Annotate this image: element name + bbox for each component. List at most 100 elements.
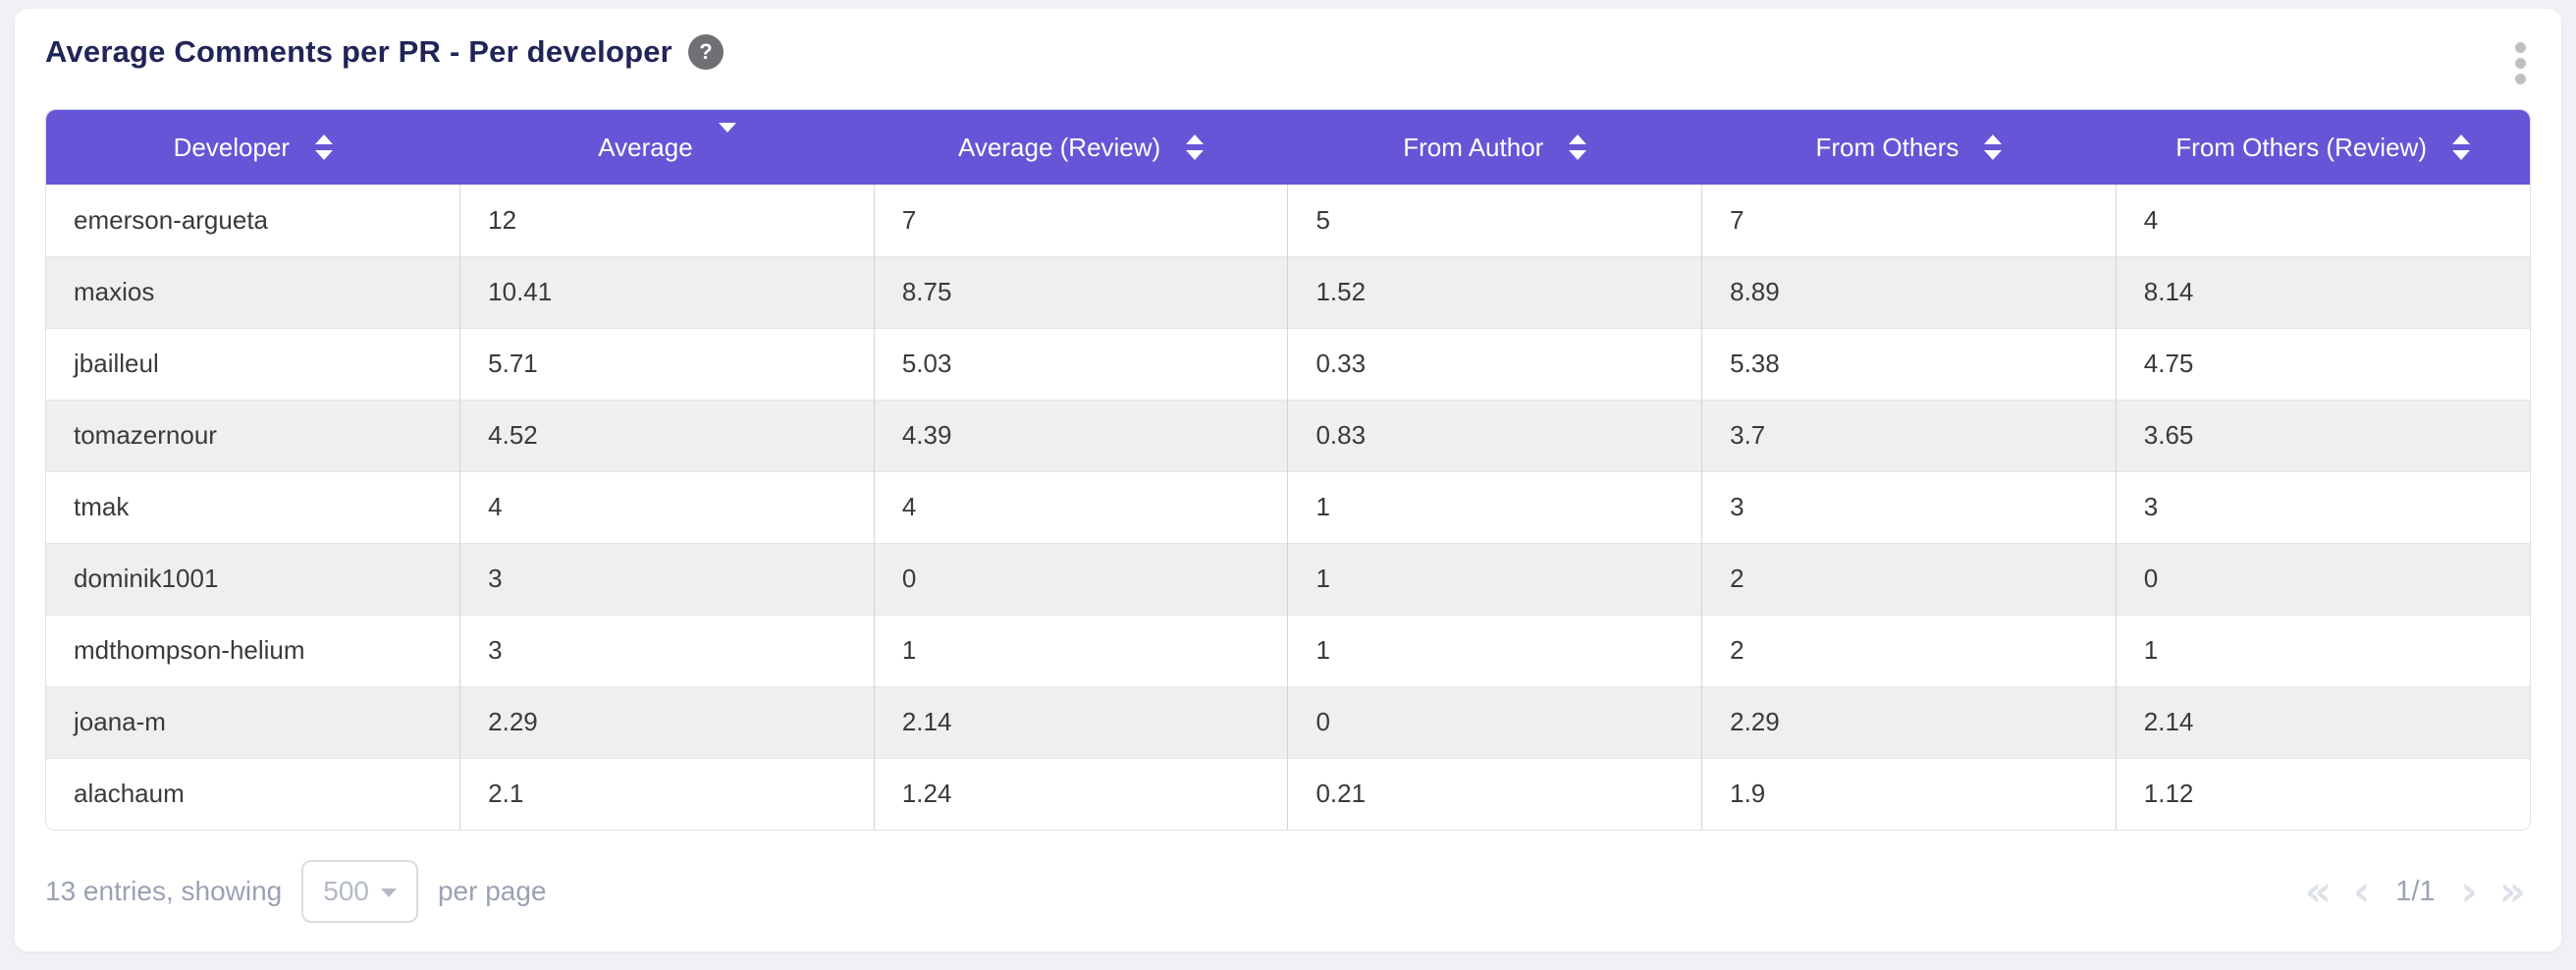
cell-from-others: 2.29 — [1701, 685, 2117, 758]
data-table: Developer Average Average (Review) — [45, 109, 2531, 831]
cell-developer: dominik1001 — [46, 542, 460, 615]
cell-developer: maxios — [46, 255, 460, 328]
cell-average: 3 — [459, 614, 875, 686]
table-row: tomazernour 4.52 4.39 0.83 3.7 3.65 — [46, 399, 2530, 471]
cell-average-review: 0 — [873, 542, 1288, 615]
card-header: Average Comments per PR - Per developer … — [15, 9, 2561, 109]
cell-from-others: 8.89 — [1701, 255, 2117, 328]
cell-from-others: 2 — [1701, 542, 2117, 615]
cell-from-author: 5 — [1287, 185, 1702, 256]
cell-developer: emerson-argueta — [46, 185, 460, 256]
sort-icon — [1569, 135, 1587, 160]
cell-from-others: 7 — [1701, 185, 2117, 256]
cell-from-author: 1.52 — [1287, 255, 1702, 328]
cell-developer: jbailleul — [46, 327, 460, 400]
sort-icon — [1186, 135, 1205, 160]
table-row: jbailleul 5.71 5.03 0.33 5.38 4.75 — [46, 327, 2530, 400]
cell-average: 4.52 — [459, 399, 875, 471]
cell-average: 5.71 — [459, 327, 875, 400]
cell-developer: tomazernour — [46, 399, 460, 471]
table-row: joana-m 2.29 2.14 0 2.29 2.14 — [46, 685, 2530, 758]
column-header-from-others[interactable]: From Others — [1701, 110, 2117, 185]
column-header-average[interactable]: Average — [459, 110, 875, 185]
column-header-average-review[interactable]: Average (Review) — [874, 110, 1288, 185]
page-title: Average Comments per PR - Per developer — [45, 34, 672, 69]
cell-from-author: 0.33 — [1287, 327, 1702, 400]
next-page-button[interactable]: › — [2460, 867, 2478, 915]
previous-page-button[interactable]: ‹ — [2352, 867, 2371, 915]
table-body: emerson-argueta 12 7 5 7 4 maxios 10.41 … — [46, 185, 2530, 830]
cell-from-others: 3.7 — [1701, 399, 2117, 471]
widget-card: Average Comments per PR - Per developer … — [14, 8, 2562, 952]
entries-count-label: 13 entries, showing — [45, 876, 283, 906]
cell-from-author: 0 — [1287, 685, 1702, 758]
cell-average: 12 — [459, 185, 875, 256]
cell-average-review: 4.39 — [873, 399, 1288, 471]
page-indicator: 1/1 — [2395, 875, 2436, 907]
cell-from-author: 1 — [1287, 470, 1702, 543]
cell-from-author: 1 — [1287, 614, 1702, 686]
cell-from-others-review: 8.14 — [2115, 255, 2530, 328]
table-header: Developer Average Average (Review) — [46, 110, 2530, 185]
sort-desc-icon — [718, 122, 736, 163]
cell-from-others-review: 1 — [2115, 614, 2530, 686]
column-label: From Others (Review) — [2175, 132, 2427, 162]
cell-from-others-review: 3.65 — [2115, 399, 2530, 471]
column-label: From Author — [1403, 132, 1544, 162]
cell-from-others: 2 — [1701, 614, 2117, 686]
cell-average-review: 2.14 — [873, 685, 1288, 758]
cell-average: 10.41 — [459, 255, 875, 328]
cell-from-others-review: 2.14 — [2115, 685, 2530, 758]
help-icon[interactable]: ? — [687, 34, 724, 70]
table-row: emerson-argueta 12 7 5 7 4 — [46, 185, 2530, 256]
cell-average: 2.1 — [459, 757, 875, 830]
column-label: Average (Review) — [958, 132, 1161, 162]
column-label: Developer — [173, 132, 291, 162]
cell-average-review: 1.24 — [873, 757, 1288, 830]
cell-from-author: 0.21 — [1287, 757, 1702, 830]
table-row: maxios 10.41 8.75 1.52 8.89 8.14 — [46, 255, 2530, 328]
cell-from-others-review: 4.75 — [2115, 327, 2530, 400]
cell-average: 3 — [459, 542, 875, 615]
cell-developer: tmak — [46, 470, 460, 543]
chevron-down-icon — [380, 889, 397, 897]
cell-from-author: 1 — [1287, 542, 1702, 615]
column-header-from-author[interactable]: From Author — [1287, 110, 1702, 185]
column-label: From Others — [1815, 132, 1959, 162]
table-row: alachaum 2.1 1.24 0.21 1.9 1.12 — [46, 757, 2530, 830]
cell-average: 2.29 — [459, 685, 875, 758]
table-row: dominik1001 3 0 1 2 0 — [46, 542, 2530, 615]
cell-average-review: 5.03 — [873, 327, 1288, 400]
table-row: mdthompson-helium 3 1 1 2 1 — [46, 614, 2530, 686]
column-header-developer[interactable]: Developer — [46, 110, 460, 185]
column-header-from-others-review[interactable]: From Others (Review) — [2116, 110, 2530, 185]
kebab-menu-icon[interactable] — [2509, 36, 2532, 90]
cell-from-others: 3 — [1701, 470, 2117, 543]
cell-developer: alachaum — [46, 757, 460, 830]
page-size-dropdown[interactable]: 500 — [301, 860, 418, 923]
column-label: Average — [598, 132, 693, 162]
page-size-value: 500 — [323, 876, 369, 906]
cell-from-others-review: 3 — [2115, 470, 2530, 543]
cell-average-review: 7 — [873, 185, 1288, 256]
cell-average-review: 1 — [873, 614, 1288, 686]
cell-from-others: 5.38 — [1701, 327, 2117, 400]
cell-average: 4 — [459, 470, 875, 543]
cell-average-review: 8.75 — [873, 255, 1288, 328]
cell-from-others-review: 4 — [2115, 185, 2530, 256]
table-row: tmak 4 4 1 3 3 — [46, 470, 2530, 543]
sort-icon — [1984, 135, 2003, 160]
cell-from-others-review: 1.12 — [2115, 757, 2530, 830]
first-page-button[interactable]: « — [2304, 867, 2332, 915]
cell-from-others-review: 0 — [2115, 542, 2530, 615]
cell-average-review: 4 — [873, 470, 1288, 543]
cell-developer: joana-m — [46, 685, 460, 758]
pagination: « ‹ 1/1 › » — [2305, 871, 2526, 912]
per-page-label: per page — [437, 876, 547, 906]
table-footer: 13 entries, showing 500 per page « ‹ 1/1… — [15, 831, 2561, 952]
cell-from-author: 0.83 — [1287, 399, 1702, 471]
cell-from-others: 1.9 — [1701, 757, 2117, 830]
cell-developer: mdthompson-helium — [46, 614, 460, 686]
last-page-button[interactable]: » — [2498, 867, 2526, 915]
sort-icon — [2451, 135, 2470, 160]
